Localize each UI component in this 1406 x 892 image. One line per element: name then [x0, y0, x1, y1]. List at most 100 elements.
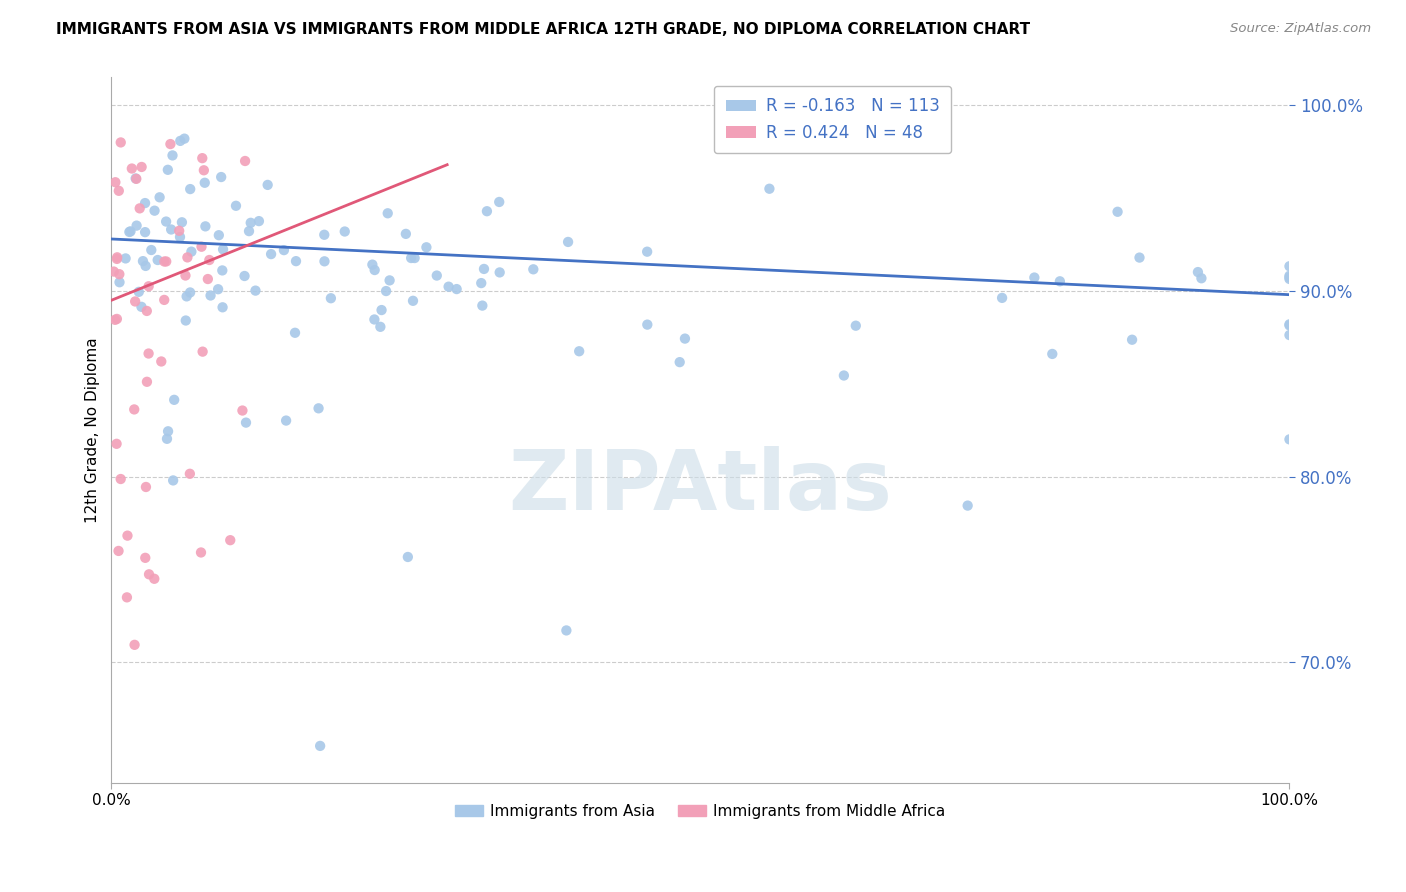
Point: [159, 137, 181, 152]
Point: [141, 243, 163, 257]
Point: [146, 252, 169, 267]
Point: [832, 368, 855, 383]
Point: [1278, 268, 1301, 283]
Point: [239, 216, 262, 230]
Point: [956, 499, 979, 513]
Point: [260, 247, 283, 261]
Text: Source: ZipAtlas.com: Source: ZipAtlas.com: [1230, 22, 1371, 36]
Point: [107, 184, 129, 198]
Point: [1278, 272, 1301, 286]
Point: [285, 254, 308, 268]
Point: [156, 162, 179, 177]
Point: [194, 219, 217, 234]
Point: [135, 259, 157, 273]
Point: [395, 227, 418, 241]
Point: [134, 196, 156, 211]
Point: [124, 171, 146, 186]
Point: [167, 224, 190, 238]
Point: [309, 739, 332, 753]
Point: [1278, 259, 1301, 273]
Point: [179, 285, 201, 300]
Point: [1040, 347, 1063, 361]
Point: [105, 252, 128, 266]
Point: [115, 591, 138, 605]
Point: [105, 250, 128, 264]
Point: [125, 219, 148, 233]
Point: [370, 319, 392, 334]
Point: [207, 282, 229, 296]
Point: [198, 252, 221, 267]
Point: [173, 131, 195, 145]
Point: [673, 332, 696, 346]
Point: [143, 203, 166, 218]
Point: [247, 214, 270, 228]
Point: [174, 313, 197, 327]
Point: [1107, 204, 1129, 219]
Point: [636, 244, 658, 259]
Point: [991, 291, 1014, 305]
Point: [1049, 274, 1071, 288]
Point: [1024, 270, 1046, 285]
Point: [314, 254, 336, 268]
Point: [396, 549, 419, 564]
Point: [219, 533, 242, 548]
Legend: Immigrants from Asia, Immigrants from Middle Africa: Immigrants from Asia, Immigrants from Mi…: [449, 797, 952, 825]
Point: [153, 254, 176, 268]
Point: [110, 472, 132, 486]
Point: [274, 413, 297, 427]
Point: [212, 243, 235, 257]
Point: [475, 204, 498, 219]
Point: [110, 136, 132, 150]
Point: [131, 160, 153, 174]
Point: [156, 432, 179, 446]
Point: [402, 293, 425, 308]
Point: [190, 545, 212, 559]
Point: [1189, 271, 1212, 285]
Point: [1278, 433, 1301, 447]
Point: [284, 326, 307, 340]
Point: [162, 148, 184, 162]
Point: [176, 289, 198, 303]
Point: [104, 313, 127, 327]
Point: [117, 528, 139, 542]
Point: [235, 416, 257, 430]
Point: [190, 240, 212, 254]
Point: [404, 251, 426, 265]
Point: [361, 258, 384, 272]
Point: [138, 346, 160, 360]
Point: [225, 199, 247, 213]
Point: [180, 244, 202, 259]
Point: [370, 303, 392, 318]
Point: [233, 268, 256, 283]
Point: [426, 268, 449, 283]
Point: [568, 344, 591, 359]
Point: [135, 480, 157, 494]
Point: [758, 182, 780, 196]
Point: [132, 254, 155, 268]
Point: [488, 194, 510, 209]
Point: [231, 403, 253, 417]
Point: [162, 474, 184, 488]
Point: [121, 161, 143, 176]
Point: [1278, 328, 1301, 343]
Point: [378, 273, 401, 287]
Point: [138, 279, 160, 293]
Point: [169, 134, 191, 148]
Point: [105, 312, 128, 326]
Point: [122, 402, 145, 417]
Point: [245, 284, 267, 298]
Point: [333, 225, 356, 239]
Point: [128, 285, 150, 299]
Point: [233, 153, 256, 168]
Point: [488, 265, 510, 279]
Point: [131, 300, 153, 314]
Point: [1278, 270, 1301, 285]
Point: [179, 467, 201, 481]
Point: [135, 304, 157, 318]
Point: [176, 251, 198, 265]
Point: [1128, 251, 1150, 265]
Point: [104, 175, 127, 189]
Point: [845, 318, 868, 333]
Point: [124, 294, 146, 309]
Point: [446, 282, 468, 296]
